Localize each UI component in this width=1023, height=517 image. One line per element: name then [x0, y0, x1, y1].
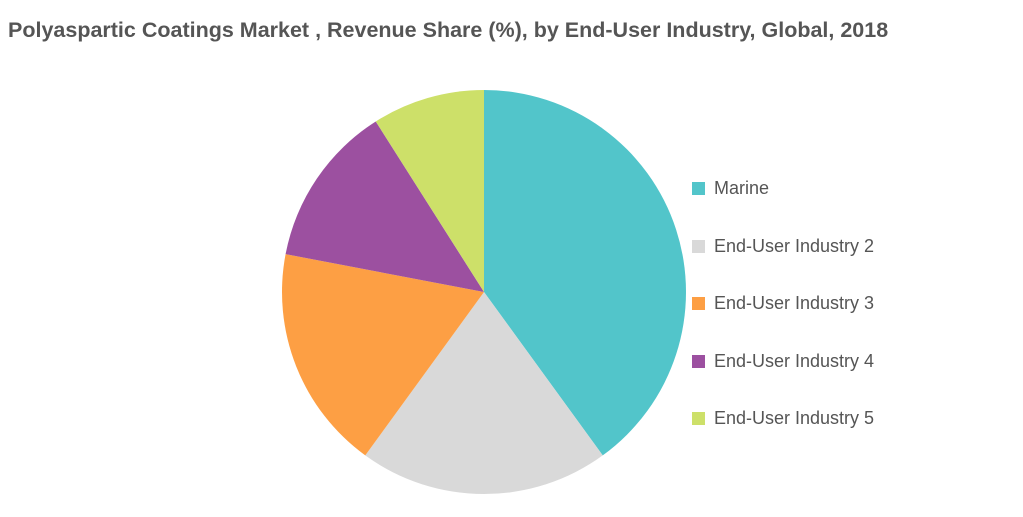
pie-slice-end-user-industry-4 [285, 121, 484, 292]
legend-swatch [692, 182, 705, 196]
legend-item-industry-3: End-User Industry 3 [692, 275, 874, 333]
pie-slice-marine [484, 90, 686, 456]
pie-slice-end-user-industry-2 [365, 292, 603, 494]
legend-swatch [692, 297, 705, 311]
legend-label: End-User Industry 2 [714, 235, 875, 256]
legend-swatch [692, 239, 705, 253]
legend-item-marine: Marine [692, 160, 874, 218]
legend-label: End-User Industry 4 [714, 350, 875, 371]
legend: Marine End-User Industry 2 End-User Indu… [692, 160, 874, 448]
legend-item-industry-2: End-User Industry 2 [692, 218, 874, 276]
legend-label: End-User Industry 5 [714, 408, 875, 429]
pie-slice-end-user-industry-5 [375, 90, 484, 292]
pie-slice-end-user-industry-3 [282, 254, 484, 456]
legend-label: Marine [714, 178, 770, 199]
legend-label: End-User Industry 3 [714, 293, 875, 314]
legend-swatch [692, 354, 705, 368]
legend-item-industry-5: End-User Industry 5 [692, 390, 874, 448]
legend-swatch [692, 412, 705, 426]
legend-item-industry-4: End-User Industry 4 [692, 333, 874, 391]
chart-title: Polyaspartic Coatings Market , Revenue S… [8, 18, 889, 42]
